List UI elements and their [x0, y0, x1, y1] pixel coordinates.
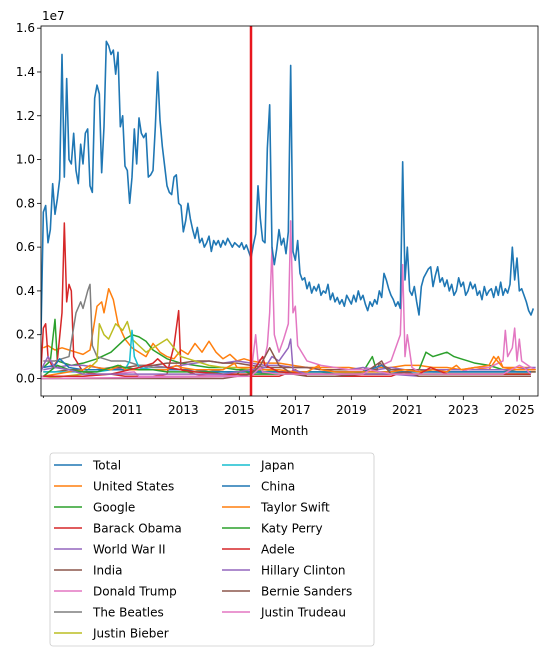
y-tick-label: 1.4: [16, 65, 35, 79]
x-tick-label: 2017: [280, 403, 311, 417]
legend-label: Taylor Swift: [260, 501, 330, 515]
x-tick-label: 2015: [224, 403, 255, 417]
series-line-total: [41, 40, 535, 335]
x-axis-label: Month: [271, 424, 309, 438]
y-tick-label: 0.0: [16, 371, 35, 385]
y-tick-label: 0.8: [16, 196, 35, 210]
tick-layer: 0.0 0.2 0.4 0.6 0.8 1.0 1.2 1.4 1.6 2009 2011 2013 2…: [16, 21, 535, 417]
x-tick-label: 2021: [392, 403, 423, 417]
legend-frame: [49, 452, 375, 647]
legend-label: Google: [93, 501, 135, 515]
y-tick-label: 1.0: [16, 153, 35, 167]
legend-label: Total: [92, 459, 121, 473]
x-tick-label: 2013: [168, 403, 199, 417]
y-tick-label: 1.6: [16, 21, 35, 35]
legend-label: Barack Obama: [93, 522, 182, 536]
y-tick-label: 0.4: [16, 284, 35, 298]
y-tick-label: 1.2: [16, 109, 35, 123]
legend-label: Justin Trudeau: [260, 606, 346, 620]
legend-label: The Beatles: [92, 606, 164, 620]
plot-frame: [40, 25, 539, 397]
x-tick-label: 2025: [504, 403, 535, 417]
series-layer: [41, 40, 536, 380]
series-line-adele: [43, 355, 531, 378]
legend-label: United States: [93, 480, 174, 494]
series-line-united-states: [43, 287, 536, 371]
series-line-hillary-clinton: [41, 338, 531, 378]
series-line-justin-trudeau: [41, 364, 532, 380]
legend-label: World War II: [93, 543, 165, 557]
x-tick-label: 2009: [56, 403, 87, 417]
legend-label: China: [261, 480, 295, 494]
x-tick-label: 2019: [336, 403, 367, 417]
legend-label: Bernie Sanders: [261, 585, 352, 599]
legend-label: Adele: [261, 543, 295, 557]
legend-label: Katy Perry: [261, 522, 323, 536]
legend-label: Hillary Clinton: [261, 564, 346, 578]
legend-label: India: [93, 564, 122, 578]
x-tick-label: 2011: [112, 403, 143, 417]
legend-label: Japan: [260, 459, 294, 473]
series-line-bernie-sanders: [41, 347, 531, 380]
y-offset-label: 1e7: [42, 9, 65, 23]
series-line-barack-obama: [41, 222, 531, 378]
legend-label: Donald Trump: [93, 585, 177, 599]
x-tick-label: 2023: [448, 403, 479, 417]
y-tick-label: 0.2: [16, 328, 35, 342]
legend: Total United States Google Barack Obama Worl…: [49, 452, 375, 647]
series-line-taylor-swift: [43, 355, 536, 378]
legend-label: Justin Bieber: [92, 627, 169, 641]
y-tick-label: 0.6: [16, 240, 35, 254]
